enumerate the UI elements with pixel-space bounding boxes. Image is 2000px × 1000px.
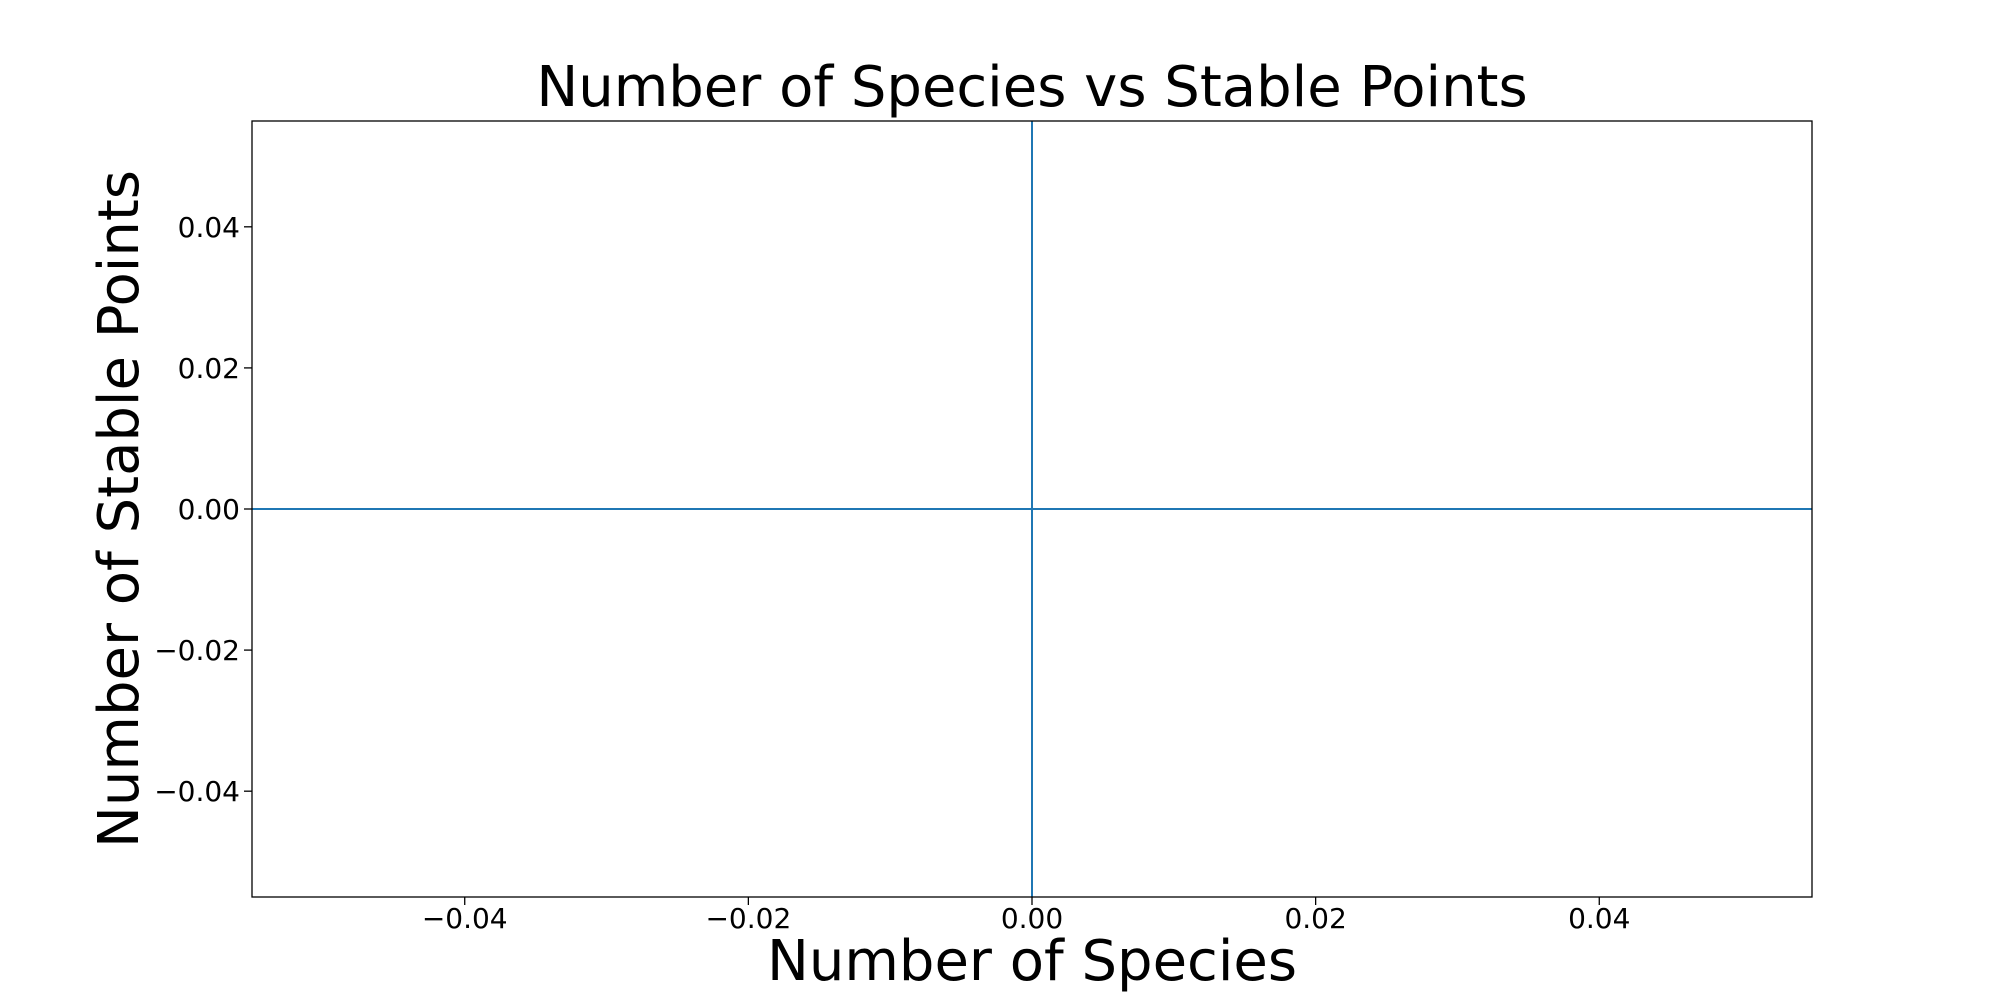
y-tick-label: 0.00 [178,493,240,526]
y-tick-label: 0.02 [178,352,240,385]
x-tick-label: 0.02 [1284,902,1346,935]
x-tick-label: 0.04 [1568,902,1630,935]
data-point [1030,507,1034,511]
y-tick-label: 0.04 [178,211,240,244]
plot-frame [251,120,1813,898]
x-tick-label: −0.04 [422,902,508,935]
chart-title: Number of Species vs Stable Points [536,55,1527,120]
x-axis-label: Number of Species [767,929,1297,994]
x-tick-label: −0.02 [705,902,791,935]
x-tick-label: 0.00 [1001,902,1063,935]
y-tick-label: −0.02 [154,634,240,667]
y-axis-label: Number of Stable Points [87,170,152,848]
plot-area: −0.04 −0.02 0.00 0.02 0.04 0.04 0.02 0.00 −0.02 −… [154,121,1812,935]
y-tick-label: −0.04 [154,775,240,808]
